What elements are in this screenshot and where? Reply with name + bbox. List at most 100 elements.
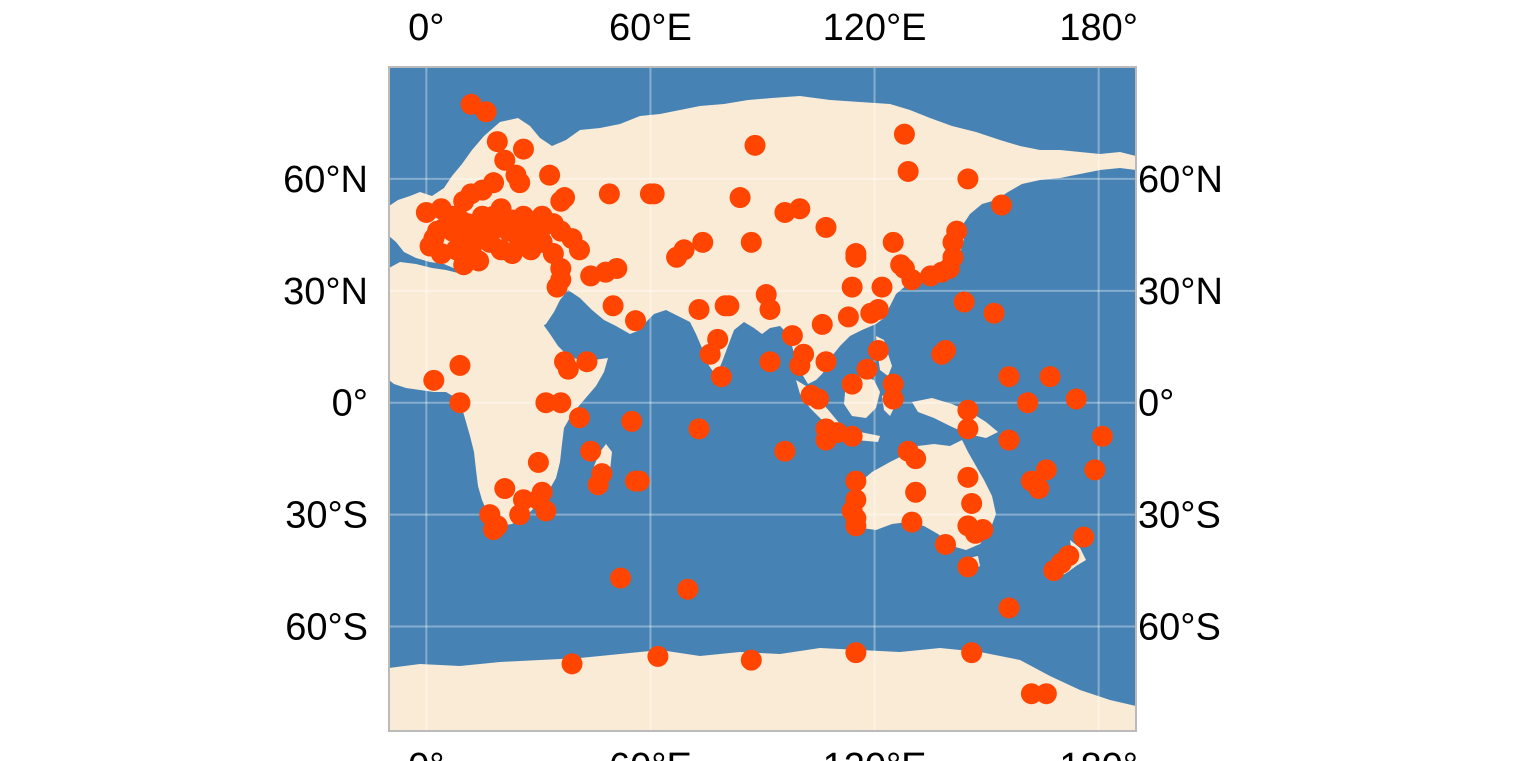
location-marker: [512, 489, 534, 511]
location-marker: [953, 291, 975, 313]
landmass-africa: [389, 262, 608, 526]
location-marker: [789, 198, 811, 220]
land-layer: [389, 96, 1136, 731]
location-marker: [808, 388, 830, 410]
location-marker: [643, 183, 665, 205]
location-marker: [957, 418, 979, 440]
location-marker: [625, 310, 647, 332]
location-marker: [475, 101, 497, 123]
latitude-labels-left: 60°N 30°N 0° 30°S 60°S: [283, 159, 368, 649]
location-marker: [901, 511, 923, 533]
location-marker: [991, 194, 1013, 216]
latitude-tick-label: 0°: [332, 383, 368, 425]
location-marker: [845, 470, 867, 492]
location-marker: [789, 354, 811, 376]
location-marker: [453, 190, 475, 212]
location-marker: [580, 440, 602, 462]
location-marker: [509, 172, 531, 194]
longitude-labels-top: 0° 60°E 120°E 180°: [408, 7, 1138, 49]
location-marker: [841, 276, 863, 298]
location-marker: [998, 429, 1020, 451]
location-marker: [535, 500, 557, 522]
longitude-tick-label: 180°: [1059, 7, 1138, 49]
location-marker: [845, 515, 867, 537]
latitude-tick-label: 60°S: [1138, 607, 1221, 649]
location-marker: [606, 257, 628, 279]
location-marker: [893, 123, 915, 145]
location-marker: [621, 410, 643, 432]
markers-layer: [415, 93, 1113, 705]
location-marker: [1020, 683, 1042, 705]
location-marker: [1058, 545, 1080, 567]
landmass-eurasia: [389, 96, 1136, 384]
location-marker: [527, 451, 549, 473]
location-marker: [774, 440, 796, 462]
location-marker: [815, 216, 837, 238]
location-marker: [957, 168, 979, 190]
location-marker: [957, 466, 979, 488]
location-marker: [759, 298, 781, 320]
location-marker: [740, 649, 762, 671]
location-marker: [1017, 392, 1039, 414]
location-marker: [561, 653, 583, 675]
location-marker: [453, 254, 475, 276]
location-marker: [998, 597, 1020, 619]
location-marker: [568, 239, 590, 261]
location-marker: [550, 392, 572, 414]
location-marker: [901, 269, 923, 291]
location-marker: [882, 388, 904, 410]
location-marker: [568, 407, 590, 429]
location-marker: [935, 340, 957, 362]
location-marker: [610, 567, 632, 589]
latitude-tick-label: 30°S: [285, 495, 368, 537]
location-marker: [598, 183, 620, 205]
location-marker: [942, 246, 964, 268]
latitude-tick-label: 30°S: [1138, 495, 1221, 537]
location-marker: [535, 392, 557, 414]
location-marker: [961, 642, 983, 664]
location-marker: [882, 231, 904, 253]
location-marker: [740, 231, 762, 253]
location-marker: [957, 399, 979, 421]
location-marker: [1039, 366, 1061, 388]
longitude-tick-label: 120°E: [823, 7, 927, 49]
location-marker: [647, 645, 669, 667]
location-marker: [1091, 425, 1113, 447]
latitude-tick-label: 0°: [1138, 383, 1174, 425]
location-marker: [781, 325, 803, 347]
location-marker: [1073, 526, 1095, 548]
location-marker: [1028, 478, 1050, 500]
location-marker: [841, 373, 863, 395]
longitude-tick-label: 60°E: [609, 746, 692, 761]
longitude-tick-label: 0°: [408, 7, 444, 49]
location-marker: [1084, 459, 1106, 481]
location-marker: [961, 492, 983, 514]
location-marker: [897, 160, 919, 182]
location-marker: [483, 519, 505, 541]
location-marker: [972, 519, 994, 541]
location-marker: [710, 366, 732, 388]
location-marker: [1035, 683, 1057, 705]
location-marker: [449, 354, 471, 376]
location-marker: [983, 302, 1005, 324]
location-marker: [587, 474, 609, 496]
location-marker: [815, 351, 837, 373]
location-marker: [905, 448, 927, 470]
location-marker: [486, 131, 508, 153]
location-marker: [845, 642, 867, 664]
location-marker: [845, 246, 867, 268]
location-marker: [867, 340, 889, 362]
latitude-tick-label: 60°S: [285, 607, 368, 649]
latitude-tick-label: 60°N: [283, 159, 368, 201]
location-marker: [935, 533, 957, 555]
location-marker: [602, 295, 624, 317]
location-marker: [1065, 388, 1087, 410]
location-marker: [692, 231, 714, 253]
location-marker: [688, 298, 710, 320]
location-marker: [1035, 459, 1057, 481]
location-marker: [867, 298, 889, 320]
location-marker: [554, 351, 576, 373]
longitude-tick-label: 120°E: [823, 746, 927, 761]
map-frame: [388, 66, 1137, 732]
